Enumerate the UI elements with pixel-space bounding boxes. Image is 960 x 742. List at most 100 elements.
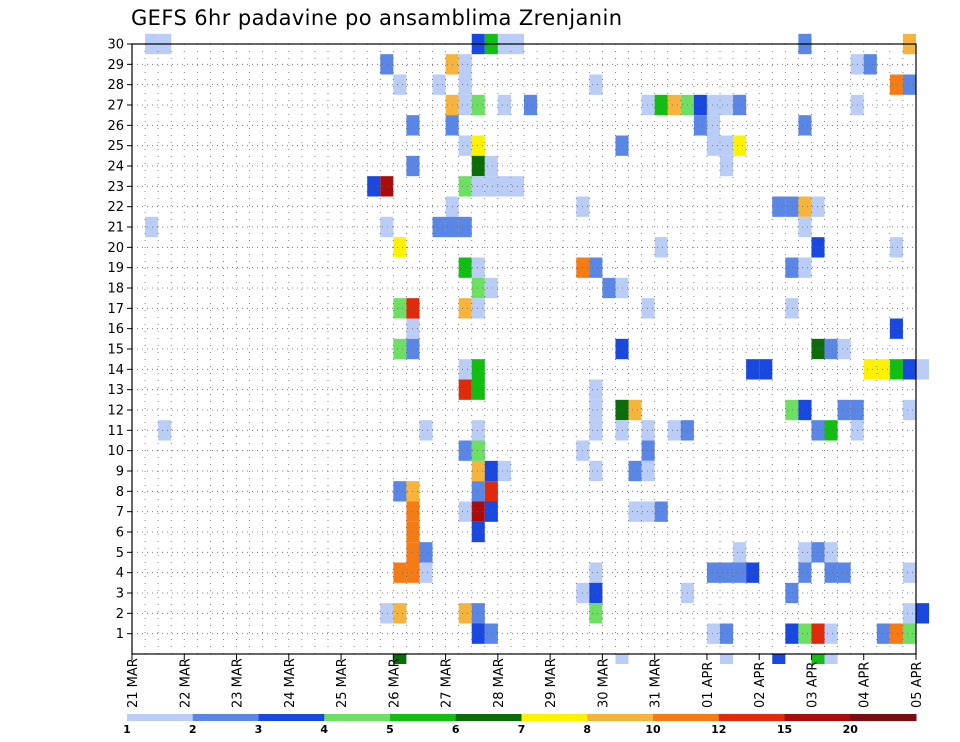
colorbar-swatch: [127, 714, 194, 721]
heatmap-cell: [432, 216, 446, 238]
heatmap-cell: [654, 501, 668, 522]
heatmap-cell: [471, 359, 485, 380]
heatmap-cell: [902, 74, 916, 95]
heatmap-cell: [484, 623, 498, 644]
y-tick-label: 9: [116, 465, 124, 480]
heatmap-cell: [811, 542, 825, 563]
heatmap-cell: [720, 562, 734, 583]
heatmap-cell: [863, 54, 877, 75]
heatmap-cell: [458, 603, 472, 624]
heatmap-cell: [667, 420, 681, 441]
x-tick-label: 30 MAR: [596, 658, 611, 708]
heatmap-cell: [589, 582, 603, 604]
heatmap-cell: [380, 603, 394, 624]
y-tick-label: 22: [107, 200, 124, 215]
heatmap-cell: [733, 135, 747, 156]
y-tick-label: 28: [107, 78, 124, 93]
x-tick-label: 24 MAR: [283, 658, 298, 708]
heatmap-cell: [471, 420, 485, 441]
heatmap-cell: [458, 298, 472, 319]
heatmap-cell: [733, 562, 747, 583]
x-tick-label: 04 APR: [858, 662, 873, 708]
x-axis: 21 MAR 22 MAR 23 MAR 24 MAR 25 MAR 26 MAR 27 M…: [126, 654, 925, 708]
heatmap-cell: [380, 176, 394, 197]
heatmap-cell: [811, 338, 825, 360]
heatmap-cell: [419, 420, 433, 441]
y-tick-label: 3: [116, 587, 124, 602]
y-tick-label: 20: [107, 241, 124, 256]
heatmap-cell: [458, 74, 472, 95]
heatmap-cell: [889, 237, 903, 258]
colorbar-label: 3: [255, 723, 263, 736]
heatmap-cell: [641, 94, 655, 116]
heatmap-cell: [811, 237, 825, 258]
heatmap-cell: [471, 155, 485, 177]
heatmap-cell: [393, 338, 407, 360]
heatmap-cell: [720, 155, 734, 177]
y-tick-label: 17: [107, 302, 124, 317]
x-tick-label: 31 MAR: [649, 658, 664, 708]
y-tick-label: 30: [107, 38, 124, 53]
y-tick-label: 6: [116, 526, 124, 541]
y-tick-label: 18: [107, 282, 124, 297]
colorbar-label: 12: [711, 723, 726, 736]
heatmap-cell: [589, 379, 603, 400]
colorbar-swatch: [192, 714, 259, 721]
heatmap-cell: [628, 399, 642, 421]
colorbar-label: 1: [123, 723, 131, 736]
heatmap-cell: [785, 257, 799, 278]
dotted-grid: [132, 43, 916, 654]
heatmap-cell: [497, 460, 511, 482]
heatmap-cell: [706, 94, 720, 116]
heatmap-cell: [628, 501, 642, 522]
heatmap-cell: [824, 562, 838, 583]
colorbar-swatch: [587, 714, 654, 721]
heatmap-cell: [615, 654, 629, 664]
heatmap-cell: [863, 359, 877, 380]
x-tick-label: 27 MAR: [440, 658, 455, 708]
heatmap-cell: [641, 440, 655, 461]
heatmap-cell: [524, 94, 538, 116]
heatmap-cell: [393, 603, 407, 624]
y-tick-label: 7: [116, 505, 124, 520]
heatmap-cell: [589, 562, 603, 583]
y-tick-label: 10: [107, 444, 124, 459]
heatmap-cell: [720, 623, 734, 644]
heatmap-cell: [484, 277, 498, 299]
heatmap-cell: [458, 216, 472, 238]
heatmap-cell: [902, 399, 916, 421]
heatmap-cell: [419, 562, 433, 583]
colorbar-swatch: [390, 714, 457, 721]
y-tick-label: 24: [107, 160, 124, 175]
heatmap-cell: [393, 74, 407, 95]
heatmap-cell: [419, 542, 433, 563]
y-tick-label: 27: [107, 99, 124, 114]
heatmap-cell: [889, 623, 903, 644]
y-tick-label: 19: [107, 261, 124, 276]
heatmap-cell: [393, 298, 407, 319]
x-tick-label: 02 APR: [753, 662, 768, 708]
x-tick-label: 23 MAR: [231, 658, 246, 708]
colorbar-swatch: [718, 714, 785, 721]
heatmap-cell: [785, 623, 799, 644]
colorbar-legend: 1 2 3 4 5 6 7 8 10 12 15 20: [123, 714, 917, 736]
heatmap-cell: [602, 277, 616, 299]
heatmap-cell: [811, 196, 825, 217]
heatmap-cell: [158, 420, 172, 441]
y-tick-label: 11: [107, 424, 124, 439]
heatmap-cell: [706, 623, 720, 644]
heatmap-cell: [641, 298, 655, 319]
x-tick-label: 05 APR: [910, 662, 925, 708]
heatmap-cell: [471, 379, 485, 400]
heatmap-cell: [367, 176, 381, 197]
heatmap-cell: [667, 94, 681, 116]
heatmap-cell: [458, 440, 472, 461]
heatmap-cell: [589, 399, 603, 421]
heatmap-cell: [902, 562, 916, 583]
heatmap-cell: [916, 359, 930, 380]
heatmap-cell: [471, 135, 485, 156]
heatmap-cell: [706, 562, 720, 583]
heatmap-cell: [641, 420, 655, 441]
heatmap-cell: [706, 135, 720, 156]
heatmap-cell: [785, 298, 799, 319]
